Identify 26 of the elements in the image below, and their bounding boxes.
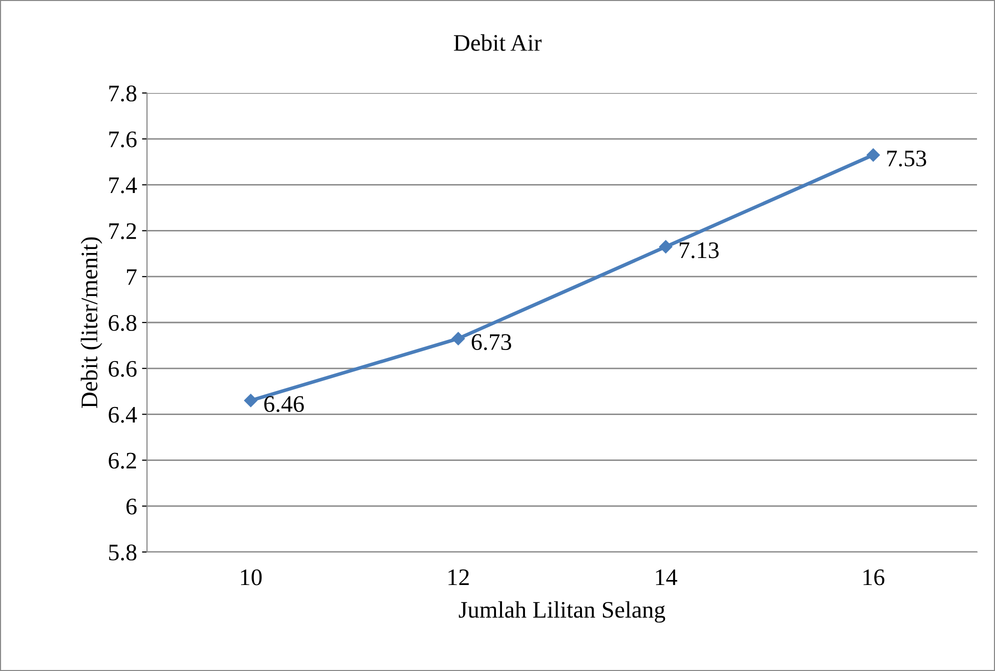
x-tick-label: 10 xyxy=(241,569,262,586)
point xyxy=(659,240,672,254)
y-tick-label: 6.8 xyxy=(108,314,136,332)
y-tick-label: 6.6 xyxy=(108,360,137,377)
y-tick-label: 7.8 xyxy=(109,85,136,102)
x-axis-title: Jumlah Lilitan Selang xyxy=(458,601,666,623)
data-label: 7.53 xyxy=(887,150,926,167)
data-label: 6.46 xyxy=(264,396,304,412)
data-label: 7.13 xyxy=(680,242,719,258)
y-tick-label: 7.4 xyxy=(109,177,137,194)
y-tick-label: 7.6 xyxy=(109,131,137,148)
data-label: 6.73 xyxy=(472,334,512,350)
y-tick-label: 6.4 xyxy=(108,406,137,423)
y-tick-label: 5.8 xyxy=(109,544,136,561)
point xyxy=(866,148,880,162)
chart-title: Debit Air xyxy=(454,34,542,51)
y-tick-label: 7.2 xyxy=(109,223,136,240)
y-tick-label: 6 xyxy=(126,498,137,515)
y-axis-title: Debit (liter/menit) xyxy=(80,237,102,408)
y-tick-label: 6.2 xyxy=(108,452,136,469)
point xyxy=(452,332,465,346)
x-tick-label: 12 xyxy=(448,569,469,586)
point xyxy=(244,394,258,408)
x-tick-label: 14 xyxy=(656,569,678,586)
x-tick-label: 16 xyxy=(864,569,884,586)
y-tick-label: 7 xyxy=(127,269,137,285)
